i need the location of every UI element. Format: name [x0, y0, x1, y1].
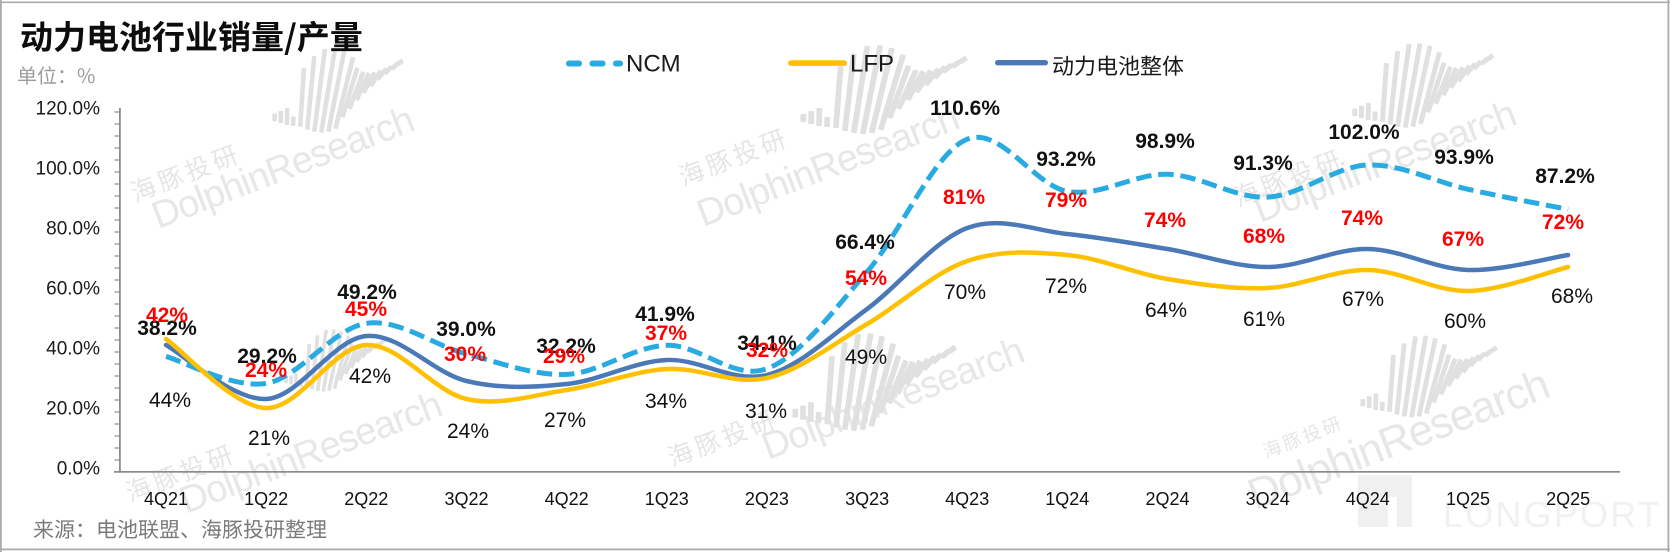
svg-text:67%: 67% [1342, 288, 1384, 311]
svg-text:68%: 68% [1243, 225, 1285, 248]
svg-text:4Q21: 4Q21 [144, 489, 188, 509]
svg-text:49.2%: 49.2% [337, 281, 397, 304]
svg-text:34.1%: 34.1% [737, 332, 797, 355]
svg-text:98.9%: 98.9% [1135, 130, 1195, 153]
svg-text:38.2%: 38.2% [137, 317, 197, 340]
svg-text:72%: 72% [1542, 211, 1584, 234]
svg-text:29.2%: 29.2% [237, 345, 297, 368]
svg-text:LFP: LFP [850, 51, 894, 78]
svg-text:2Q23: 2Q23 [745, 489, 789, 509]
svg-text:91.3%: 91.3% [1233, 152, 1293, 175]
svg-text:67%: 67% [1442, 228, 1484, 251]
svg-text:80.0%: 80.0% [46, 219, 100, 240]
svg-text:32.2%: 32.2% [536, 335, 596, 358]
svg-text:45%: 45% [345, 298, 387, 321]
svg-text:68%: 68% [1551, 285, 1593, 308]
svg-text:1Q22: 1Q22 [244, 489, 288, 509]
svg-text:24%: 24% [245, 359, 287, 382]
svg-text:66.4%: 66.4% [835, 231, 895, 254]
svg-text:27%: 27% [544, 409, 586, 432]
svg-text:4Q24: 4Q24 [1346, 489, 1390, 509]
svg-text:30%: 30% [444, 343, 486, 366]
svg-text:49%: 49% [845, 346, 887, 369]
svg-text:81%: 81% [943, 186, 985, 209]
svg-text:2Q25: 2Q25 [1546, 489, 1590, 509]
svg-text:20.0%: 20.0% [46, 399, 100, 420]
svg-text:1Q23: 1Q23 [645, 489, 689, 509]
svg-text:110.6%: 110.6% [930, 97, 1000, 120]
svg-text:74%: 74% [1144, 209, 1186, 232]
svg-text:2Q24: 2Q24 [1145, 489, 1189, 509]
svg-text:120.0%: 120.0% [36, 99, 101, 120]
svg-text:NCM: NCM [626, 51, 681, 78]
svg-text:42%: 42% [146, 304, 188, 327]
svg-text:29%: 29% [543, 345, 585, 368]
svg-text:2Q22: 2Q22 [344, 489, 388, 509]
svg-text:93.9%: 93.9% [1434, 146, 1494, 169]
svg-text:31%: 31% [745, 400, 787, 423]
svg-text:34%: 34% [645, 390, 687, 413]
svg-text:32%: 32% [746, 339, 788, 362]
svg-text:1Q24: 1Q24 [1045, 489, 1089, 509]
svg-text:42%: 42% [349, 365, 391, 388]
svg-text:LONGPORT: LONGPORT [1443, 494, 1662, 535]
svg-text:93.2%: 93.2% [1036, 148, 1096, 171]
svg-text:4Q22: 4Q22 [545, 489, 589, 509]
svg-text:100.0%: 100.0% [36, 159, 101, 180]
svg-text:70%: 70% [944, 281, 986, 304]
svg-text:1Q25: 1Q25 [1446, 489, 1490, 509]
svg-text:87.2%: 87.2% [1535, 165, 1595, 188]
svg-text:79%: 79% [1045, 189, 1087, 212]
svg-text:54%: 54% [845, 267, 887, 290]
svg-text:64%: 64% [1145, 299, 1187, 322]
svg-text:72%: 72% [1045, 275, 1087, 298]
svg-text:0.0%: 0.0% [57, 459, 100, 480]
svg-text:24%: 24% [447, 420, 489, 443]
svg-text:60.0%: 60.0% [46, 279, 100, 300]
svg-text:41.9%: 41.9% [635, 303, 695, 326]
svg-text:3Q24: 3Q24 [1246, 489, 1290, 509]
svg-text:61%: 61% [1243, 308, 1285, 331]
svg-text:74%: 74% [1341, 207, 1383, 230]
svg-text:4Q23: 4Q23 [945, 489, 989, 509]
svg-text:37%: 37% [645, 322, 687, 345]
svg-text:21%: 21% [248, 427, 290, 450]
svg-text:39.0%: 39.0% [436, 318, 496, 341]
svg-text:60%: 60% [1444, 310, 1486, 333]
svg-text:3Q22: 3Q22 [444, 489, 488, 509]
svg-text:40.0%: 40.0% [46, 339, 100, 360]
svg-text:3Q23: 3Q23 [845, 489, 889, 509]
svg-text:44%: 44% [149, 389, 191, 412]
svg-text:102.0%: 102.0% [1328, 121, 1400, 144]
